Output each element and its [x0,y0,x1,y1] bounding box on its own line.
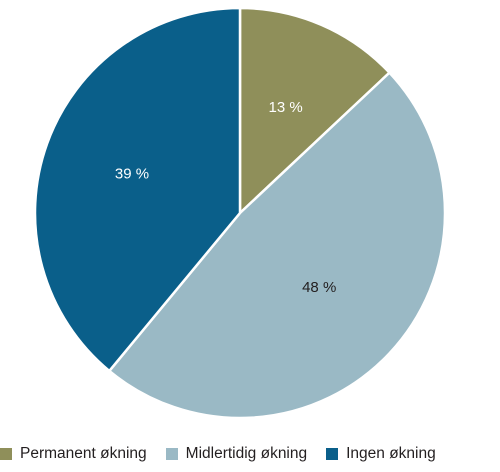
pie-slices [33,6,447,420]
pie-slice-2 [108,71,447,420]
legend-item-2: Midlertidig økning [165,445,308,463]
legend-swatch [0,448,12,460]
pie-chart: 13 % 48 % 39 % [33,6,447,420]
pie-data-label-2: 48 % [302,279,336,296]
pie-slice-3 [33,6,242,373]
pie-data-label-3: 39 % [115,166,149,183]
legend: Permanent økning Midlertidig økning Ingen … [0,443,500,465]
legend-item-3: Ingen økning [326,445,436,463]
legend-swatch [326,448,339,460]
legend-item-1: Permanent økning [0,445,147,463]
legend-label: Permanent økning [20,445,147,462]
pie-slice-1 [238,6,391,215]
legend-swatch [165,448,178,460]
pie-data-labels: 13 % 48 % 39 % [115,99,336,296]
pie-data-label-1: 13 % [268,99,302,116]
legend-label: Ingen økning [346,445,436,462]
legend-label: Midlertidig økning [185,445,308,462]
